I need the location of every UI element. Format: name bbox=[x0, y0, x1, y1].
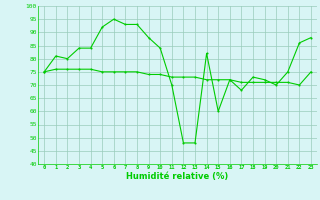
X-axis label: Humidité relative (%): Humidité relative (%) bbox=[126, 172, 229, 181]
